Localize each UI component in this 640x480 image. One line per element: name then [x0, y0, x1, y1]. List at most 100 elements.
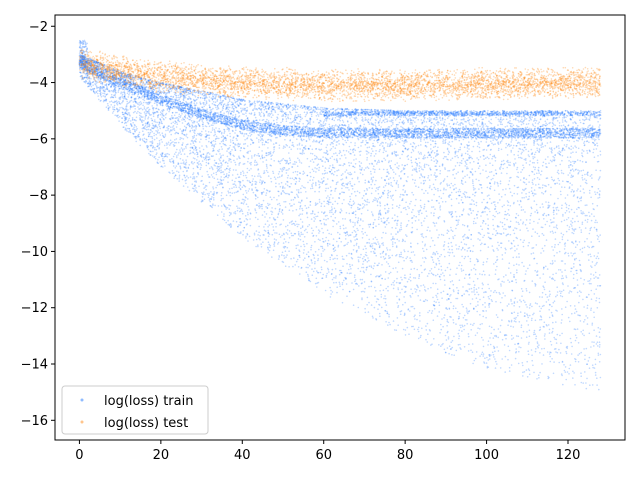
- train-point: [420, 173, 422, 175]
- train-point: [315, 171, 317, 173]
- train-point: [555, 272, 557, 275]
- train-point: [427, 287, 429, 290]
- train-point: [419, 115, 421, 117]
- train-point: [556, 227, 559, 230]
- train-point: [315, 226, 318, 228]
- train-point: [243, 135, 245, 137]
- train-point: [419, 290, 421, 292]
- train-point: [145, 112, 148, 114]
- train-point: [315, 277, 318, 280]
- train-point: [396, 238, 399, 241]
- train-point: [459, 148, 462, 151]
- train-point: [510, 312, 513, 314]
- train-point: [291, 234, 293, 237]
- train-point: [371, 116, 373, 118]
- train-point: [590, 241, 592, 243]
- train-point: [455, 297, 457, 300]
- train-point: [419, 312, 421, 314]
- train-point: [470, 269, 473, 271]
- train-point: [189, 92, 192, 95]
- train-point: [153, 134, 155, 137]
- train-point: [580, 277, 582, 280]
- train-point: [420, 264, 422, 267]
- train-point: [301, 207, 303, 210]
- train-point: [450, 159, 452, 161]
- train-point: [483, 198, 485, 201]
- train-point: [283, 233, 285, 236]
- train-point: [390, 167, 393, 170]
- train-point: [230, 225, 232, 228]
- train-point: [201, 196, 204, 198]
- train-point: [524, 116, 526, 119]
- train-point: [297, 238, 300, 240]
- train-point: [525, 290, 528, 292]
- train-point: [279, 208, 281, 210]
- train-point: [197, 155, 199, 158]
- train-point: [295, 260, 298, 263]
- train-point: [467, 255, 470, 258]
- train-point: [388, 255, 390, 257]
- train-point: [435, 250, 438, 253]
- train-point: [548, 309, 550, 311]
- train-point: [155, 133, 157, 136]
- train-point: [563, 117, 566, 119]
- train-point: [460, 326, 462, 329]
- train-point: [220, 205, 223, 207]
- train-point: [417, 151, 420, 153]
- train-point: [488, 287, 491, 290]
- train-point: [482, 315, 485, 318]
- train-point: [235, 129, 237, 131]
- train-point: [555, 226, 557, 228]
- train-point: [334, 190, 336, 192]
- train-point: [246, 167, 249, 170]
- train-point: [566, 371, 569, 373]
- train-point: [339, 192, 341, 195]
- train-point: [465, 243, 468, 246]
- train-point: [267, 133, 269, 135]
- train-point: [429, 230, 431, 232]
- train-point: [99, 86, 101, 88]
- train-point: [146, 111, 149, 113]
- train-point: [450, 241, 453, 244]
- train-point: [578, 241, 581, 243]
- train-point: [461, 153, 463, 155]
- train-point: [467, 283, 470, 285]
- train-point: [157, 116, 159, 119]
- train-point: [332, 244, 335, 247]
- train-point: [389, 323, 391, 326]
- train-point: [225, 221, 227, 224]
- train-point: [165, 142, 168, 144]
- train-point: [310, 248, 312, 251]
- train-point: [234, 132, 236, 134]
- train-point: [446, 266, 449, 269]
- train-point: [554, 338, 556, 340]
- train-point: [420, 233, 423, 236]
- train-point: [380, 293, 383, 296]
- train-point: [590, 219, 593, 222]
- train-point: [582, 283, 585, 285]
- train-point: [258, 100, 261, 102]
- train-point: [364, 119, 367, 121]
- train-point: [582, 169, 585, 172]
- train-point: [508, 214, 511, 216]
- train-point: [568, 228, 570, 231]
- train-point: [457, 190, 460, 193]
- train-point: [103, 92, 106, 95]
- train-point: [503, 204, 505, 206]
- train-point: [464, 160, 467, 163]
- train-point: [427, 151, 430, 153]
- train-point: [481, 287, 484, 290]
- train-point: [465, 237, 467, 239]
- train-point: [375, 187, 378, 189]
- train-point: [260, 111, 263, 113]
- train-point: [372, 142, 374, 145]
- train-point: [122, 96, 124, 99]
- train-point: [439, 207, 441, 209]
- train-point: [312, 234, 315, 237]
- train-point: [412, 150, 415, 152]
- train-point: [312, 106, 315, 109]
- train-point: [183, 148, 185, 150]
- train-point: [372, 145, 375, 147]
- train-point: [426, 163, 428, 166]
- train-point: [192, 157, 195, 159]
